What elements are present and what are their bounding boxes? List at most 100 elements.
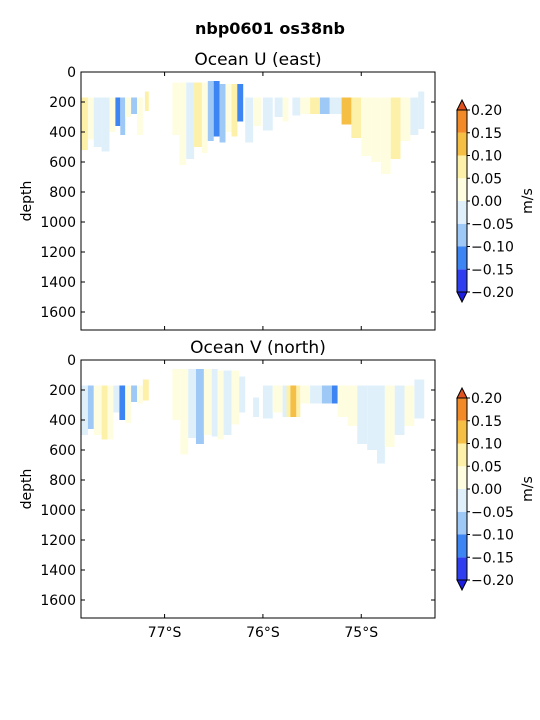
plot-frame bbox=[80, 71, 436, 331]
heatmap-cell bbox=[380, 97, 391, 174]
heatmap-cell bbox=[81, 385, 88, 435]
heatmap-cell bbox=[142, 379, 149, 401]
heatmap-cell bbox=[347, 385, 358, 426]
heatmap-cell bbox=[107, 385, 114, 440]
heatmap-cell bbox=[131, 97, 137, 114]
heatmap-cell bbox=[337, 385, 348, 417]
heatmap-cell bbox=[180, 369, 189, 455]
y-tick-label: 0 bbox=[67, 353, 76, 369]
heatmap-cell bbox=[101, 97, 110, 152]
heatmap-cell bbox=[172, 82, 180, 135]
x-tick-label: 76°S bbox=[246, 625, 280, 641]
y-tick-label: 1200 bbox=[40, 533, 76, 549]
heatmap-cell bbox=[377, 385, 385, 464]
heatmap-cell bbox=[300, 97, 311, 114]
colorbar-band bbox=[457, 155, 467, 179]
colorbar-tick-label: 0.10 bbox=[471, 437, 502, 453]
y-tick-label: 1600 bbox=[40, 593, 76, 609]
heatmap-cell bbox=[282, 97, 289, 122]
heatmap-cell bbox=[394, 385, 405, 435]
y-axis-ticks: 0 200 400 600 800 1000 1200 1400 1600 bbox=[40, 353, 435, 609]
heatmap-cell bbox=[262, 385, 273, 419]
heatmap-cell bbox=[119, 385, 126, 420]
colorbar-tick-label: 0.10 bbox=[471, 149, 502, 165]
heatmap-cell bbox=[120, 97, 126, 135]
heatmap-cell bbox=[231, 84, 238, 137]
heatmap-cell bbox=[93, 385, 102, 435]
heatmap-cell bbox=[371, 97, 381, 162]
colorbar-band bbox=[457, 269, 467, 292]
heatmap-cell bbox=[282, 385, 287, 417]
colorbar-label: m/s bbox=[520, 476, 536, 502]
colorbar-tick-label: 0.20 bbox=[471, 103, 502, 119]
y-tick-label: 800 bbox=[49, 473, 76, 489]
colorbar-tick-label: 0.15 bbox=[471, 414, 502, 430]
heatmap-cell bbox=[390, 97, 401, 159]
y-tick-label: 1000 bbox=[40, 503, 76, 519]
y-axis-ticks: 0 200 400 600 800 1000 1200 1400 1600 bbox=[40, 65, 435, 321]
heatmap-cells bbox=[81, 81, 425, 174]
colorbar-band bbox=[457, 511, 467, 535]
colorbar-tick-label: 0.05 bbox=[471, 459, 502, 475]
heatmap-cell bbox=[207, 81, 214, 141]
heatmap-cell bbox=[172, 369, 181, 420]
x-tick-label: 77°S bbox=[148, 625, 182, 641]
colorbar-tick-label: 0.00 bbox=[471, 482, 502, 498]
heatmap-cell bbox=[137, 385, 143, 404]
heatmap-cell bbox=[196, 369, 204, 444]
colorbar-tick-label: −0.20 bbox=[471, 573, 514, 589]
colorbar-tick-label: 0.20 bbox=[471, 391, 502, 407]
colorbar-tick-label: −0.05 bbox=[471, 217, 514, 233]
colorbar-band bbox=[457, 420, 467, 444]
heatmap-cell bbox=[361, 97, 371, 156]
heatmap-cell bbox=[144, 91, 149, 111]
colorbar-band bbox=[457, 398, 467, 421]
colorbar-extend-min bbox=[456, 579, 468, 592]
colorbar-band bbox=[457, 443, 467, 467]
heatmap-cell bbox=[414, 379, 425, 419]
y-axis-label: depth bbox=[19, 181, 35, 222]
colorbar-extend-max bbox=[456, 98, 468, 111]
heatmap-cells bbox=[81, 369, 425, 464]
x-axis-ticks: 77°S 76°S 75°S bbox=[148, 360, 378, 641]
heatmap-cell bbox=[125, 385, 132, 423]
colorbar-band bbox=[457, 223, 467, 247]
y-tick-label: 200 bbox=[49, 383, 76, 399]
panel-ocean-v: Ocean V (north) depth 0 200 400 600 800 1000 1… bbox=[19, 338, 536, 641]
colorbar-tick-label: −0.05 bbox=[471, 505, 514, 521]
y-tick-label: 600 bbox=[49, 155, 76, 171]
heatmap-cell bbox=[93, 97, 102, 147]
heatmap-cell bbox=[225, 84, 232, 132]
colorbar-tick-label: 0.15 bbox=[471, 126, 502, 142]
plot-frame bbox=[80, 359, 436, 619]
heatmap-cell bbox=[319, 97, 330, 114]
heatmap-cell bbox=[109, 97, 116, 132]
heatmap-cell bbox=[329, 97, 342, 114]
colorbar-band bbox=[457, 110, 467, 133]
heatmap-cell bbox=[292, 97, 301, 116]
colorbar-tick-label: −0.10 bbox=[471, 528, 514, 544]
heatmap-cell bbox=[217, 370, 224, 440]
heatmap-cell bbox=[253, 97, 261, 126]
colorbar-band bbox=[457, 557, 467, 580]
y-tick-label: 400 bbox=[49, 125, 76, 141]
heatmap-cell bbox=[231, 370, 240, 425]
heatmap-cell bbox=[125, 97, 132, 117]
colorbar-tick-label: −0.15 bbox=[471, 550, 514, 566]
colorbar-band bbox=[457, 489, 467, 512]
heatmap-cell bbox=[211, 369, 218, 437]
heatmap-cell bbox=[331, 385, 338, 404]
y-tick-label: 1600 bbox=[40, 305, 76, 321]
colorbar-tick-label: −0.15 bbox=[471, 262, 514, 278]
heatmap-cell bbox=[321, 385, 332, 404]
heatmap-cell bbox=[213, 81, 220, 137]
heatmap-cell bbox=[286, 385, 291, 417]
colorbar-tick-label: −0.20 bbox=[471, 285, 514, 301]
heatmap-cell bbox=[410, 97, 419, 135]
colorbar-band bbox=[457, 132, 467, 156]
colorbar-band bbox=[457, 534, 467, 558]
heatmap-cell bbox=[262, 97, 273, 131]
heatmap-cell bbox=[300, 385, 311, 404]
colorbar-tick-label: 0.05 bbox=[471, 171, 502, 187]
